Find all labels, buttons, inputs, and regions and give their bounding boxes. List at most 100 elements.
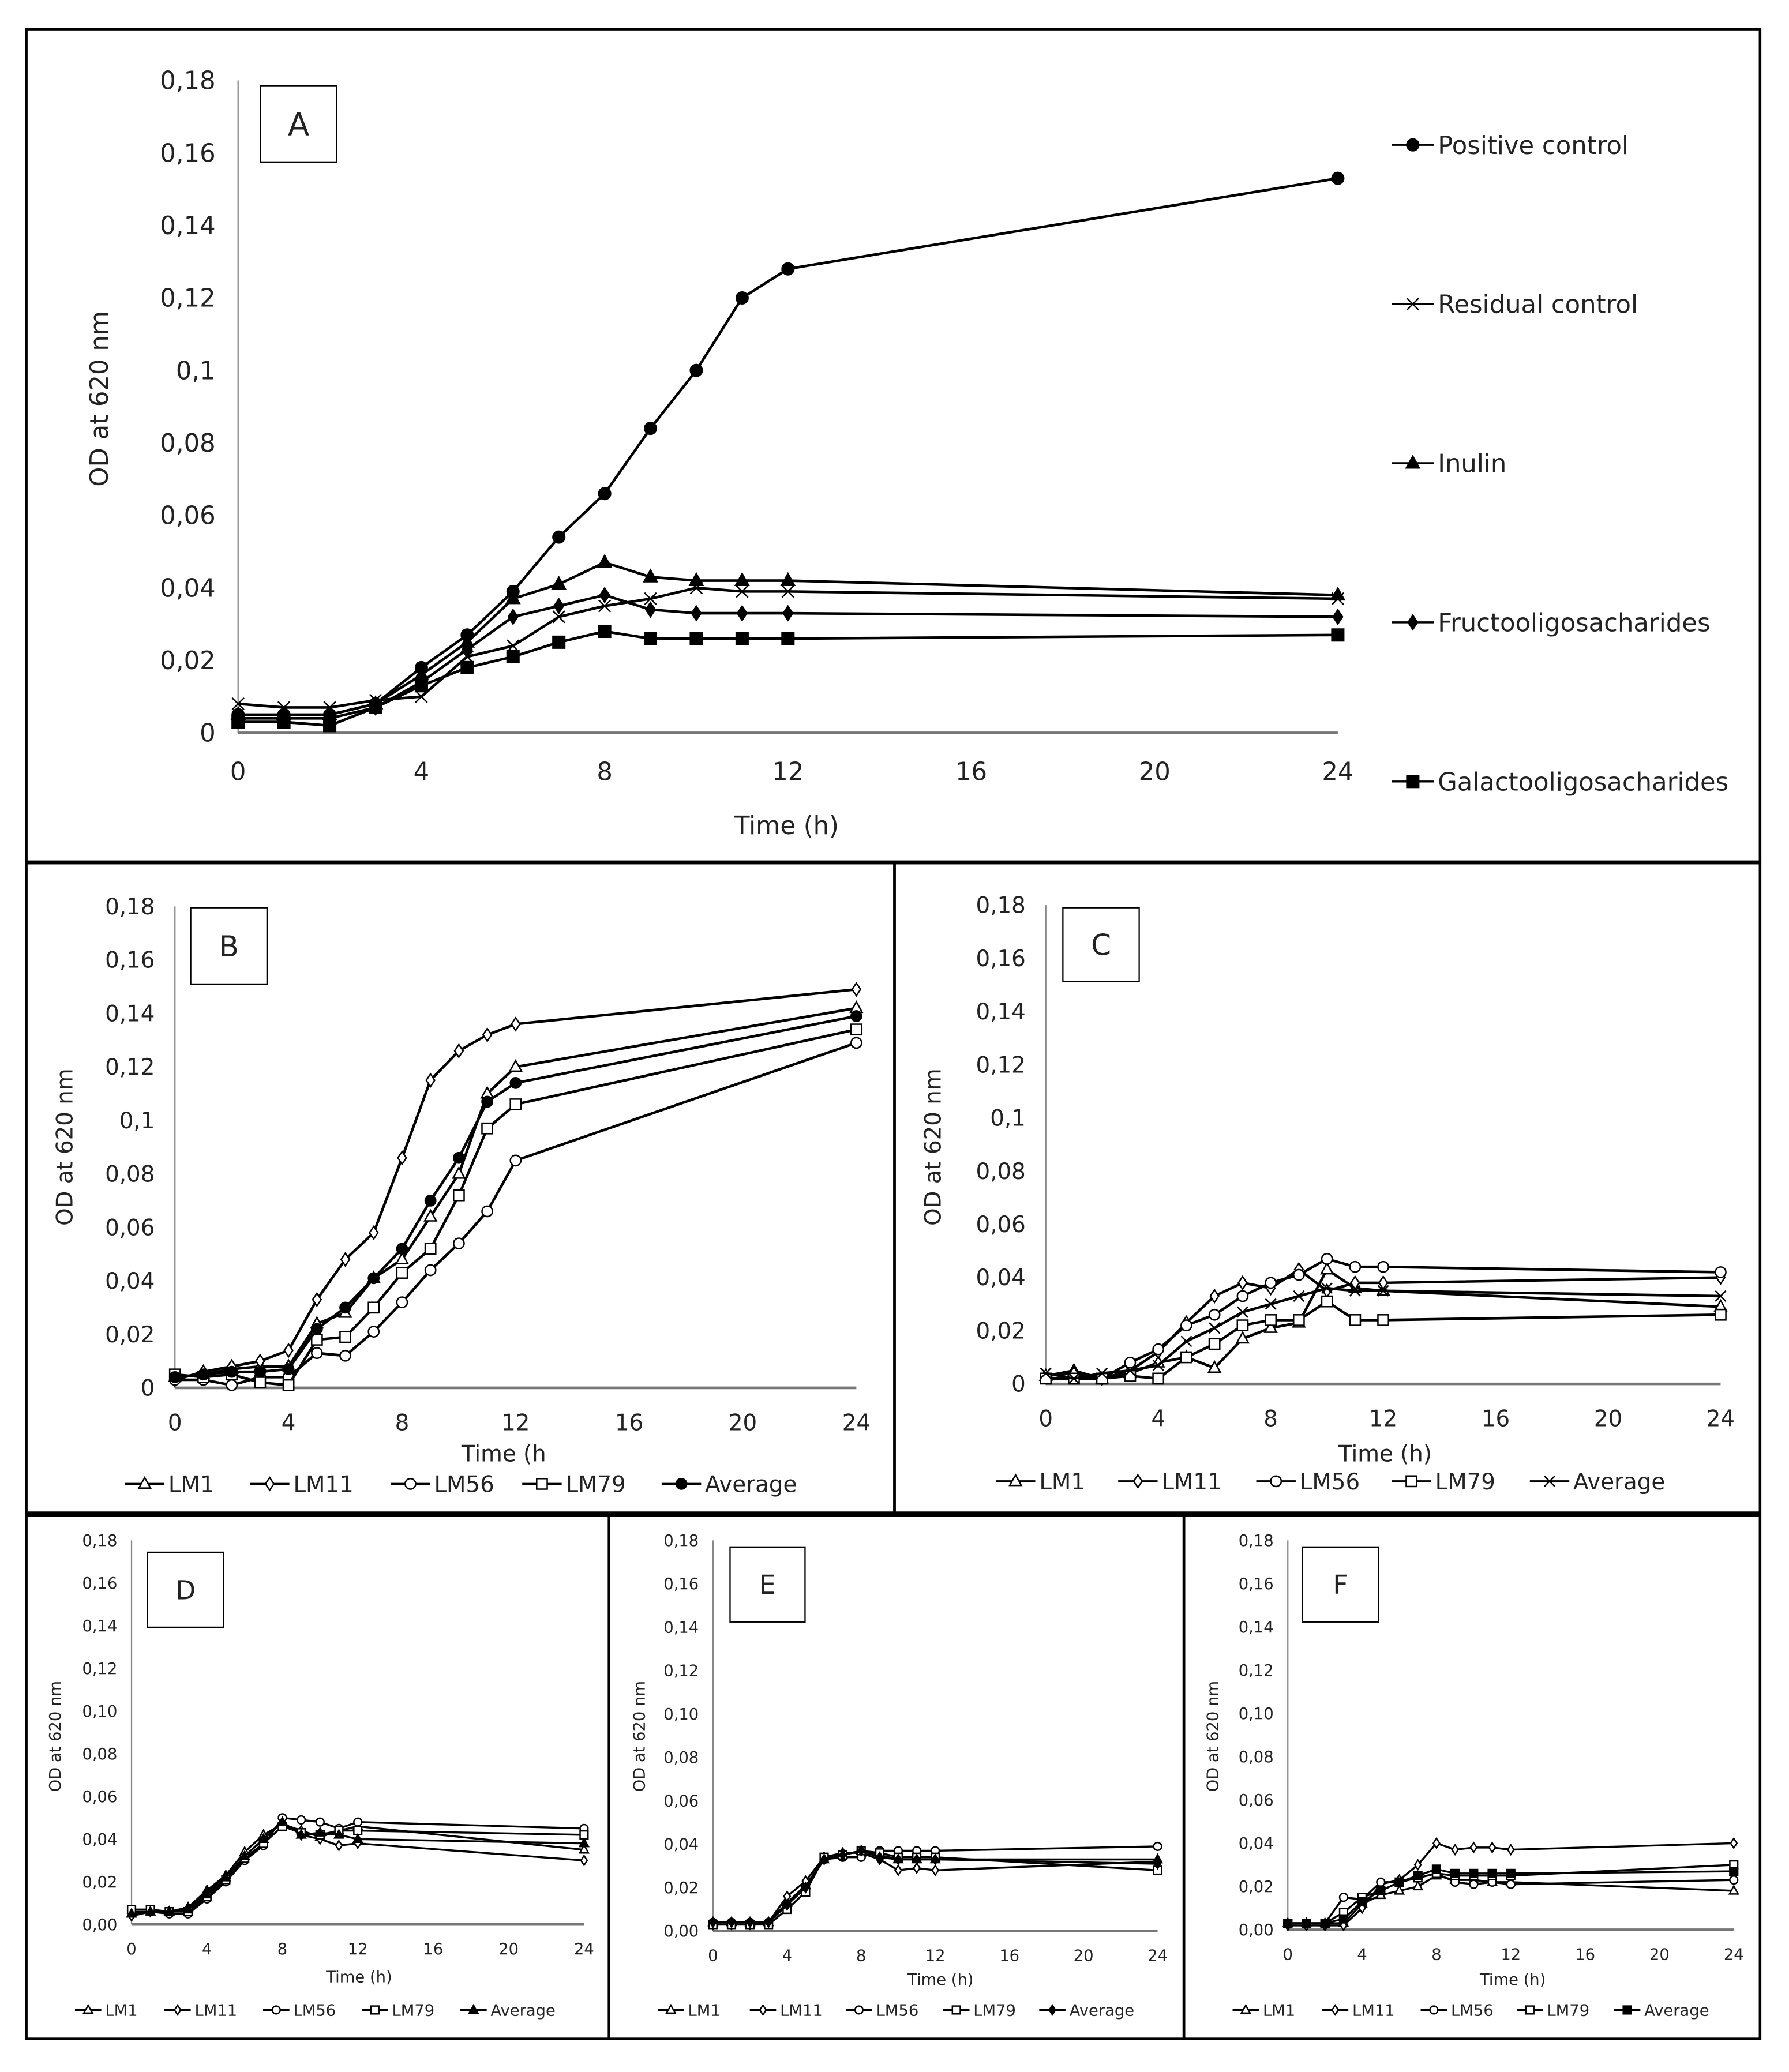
data-point	[1292, 1268, 1305, 1281]
data-point	[506, 650, 520, 663]
data-point	[783, 1899, 792, 1911]
x-tick-label: 16	[999, 1947, 1019, 1965]
data-point	[1394, 1877, 1404, 1887]
data-point	[1338, 1893, 1348, 1902]
x-tick-label: 20	[1594, 1406, 1622, 1432]
data-point	[1209, 1288, 1220, 1304]
data-point	[688, 572, 704, 586]
legend-marker	[468, 2003, 479, 2014]
data-point	[282, 1363, 295, 1375]
data-point	[1237, 1275, 1248, 1291]
x-axis-title: Time (h)	[734, 812, 839, 840]
y-axis-title: OD at 620 nm	[631, 1681, 648, 1792]
series-galactooligosacharides	[231, 624, 1345, 733]
y-tick-label: 0,16	[663, 1575, 699, 1593]
data-point	[1469, 1879, 1479, 1889]
legend-item: LM11	[1118, 1469, 1222, 1495]
data-point	[509, 1098, 522, 1110]
data-point	[1487, 1868, 1497, 1878]
data-point	[452, 1166, 466, 1179]
y-axis-title: OD at 620 nm	[920, 1068, 946, 1226]
y-tick-label: 0,02	[160, 647, 215, 675]
data-point	[340, 1252, 351, 1267]
data-point	[220, 1871, 232, 1882]
series-average	[168, 1010, 862, 1383]
data-point	[1068, 1372, 1080, 1384]
data-point	[875, 1851, 884, 1864]
legend-marker	[1048, 2003, 1057, 2016]
data-point	[735, 291, 749, 305]
data-point	[780, 572, 796, 586]
data-point	[913, 1862, 921, 1875]
data-point	[1321, 1295, 1333, 1308]
y-tick-label: 0,16	[976, 946, 1026, 972]
data-point	[352, 1833, 363, 1844]
data-point	[1321, 1282, 1333, 1294]
x-tick-label: 8	[856, 1947, 866, 1965]
y-tick-label: 0,12	[82, 1660, 117, 1678]
data-point	[894, 1853, 902, 1865]
data-point	[367, 1272, 380, 1285]
legend-marker	[264, 1476, 275, 1492]
legend-label: LM11	[1352, 2002, 1395, 2020]
data-point	[507, 608, 519, 625]
series-line	[238, 586, 1338, 709]
data-point	[481, 1095, 493, 1108]
data-point	[1357, 1897, 1367, 1906]
series-line	[174, 988, 857, 1382]
data-point	[1207, 1360, 1222, 1373]
legend-item: LM79	[1517, 2002, 1589, 2020]
series-line	[238, 594, 1338, 720]
data-point	[507, 639, 520, 652]
data-point	[258, 1833, 269, 1844]
legend-marker	[173, 2003, 182, 2016]
data-point	[339, 1301, 351, 1314]
legend-label: LM56	[434, 1472, 494, 1497]
data-point	[552, 610, 565, 624]
legend-label: LM56	[1451, 2002, 1494, 2020]
legend-label: LM79	[392, 2002, 434, 2020]
x-tick-label: 20	[1649, 1946, 1670, 1964]
x-tick-label: 24	[574, 1940, 594, 1958]
data-point	[1450, 1868, 1460, 1878]
data-point	[850, 1023, 862, 1036]
data-point	[931, 1853, 940, 1865]
legend-marker	[1132, 1473, 1143, 1489]
legend-item: LM1	[658, 2002, 721, 2020]
y-tick-label: 0,12	[105, 1054, 155, 1080]
data-point	[598, 624, 612, 639]
legend-item: Average	[661, 1472, 797, 1497]
data-point	[182, 1903, 194, 1914]
legend-item: LM79	[943, 2002, 1016, 2020]
data-point	[254, 1376, 267, 1389]
x-tick-label: 16	[1482, 1406, 1510, 1432]
data-point	[735, 632, 749, 645]
data-point	[310, 1323, 323, 1335]
y-tick-label: 0,16	[160, 139, 215, 168]
y-tick-label: 0,00	[82, 1916, 117, 1934]
data-point	[1180, 1319, 1192, 1332]
series-fructooligosacharides	[232, 587, 1344, 727]
data-point	[1292, 1314, 1305, 1326]
data-point	[462, 641, 473, 658]
x-tick-label: 16	[955, 758, 987, 787]
data-point	[1236, 1290, 1249, 1302]
x-tick-label: 4	[414, 758, 430, 787]
data-point	[396, 1243, 408, 1255]
data-point	[1330, 586, 1346, 601]
data-point	[396, 1267, 408, 1279]
x-tick-label: 8	[1263, 1406, 1278, 1432]
data-point	[552, 635, 566, 649]
y-tick-label: 0,12	[976, 1052, 1026, 1078]
x-tick-label: 0	[1038, 1406, 1053, 1432]
panel-label-box	[1302, 1546, 1379, 1623]
y-tick-label: 0,10	[663, 1706, 699, 1724]
panel-label: A	[288, 106, 309, 142]
data-point	[1208, 1308, 1221, 1321]
y-tick-label: 0,04	[105, 1268, 155, 1294]
legend-label: LM79	[973, 2002, 1016, 2020]
legend-item: LM79	[1392, 1469, 1495, 1495]
legend-item: LM11	[250, 1472, 354, 1497]
y-tick-label: 0,18	[82, 1532, 117, 1550]
